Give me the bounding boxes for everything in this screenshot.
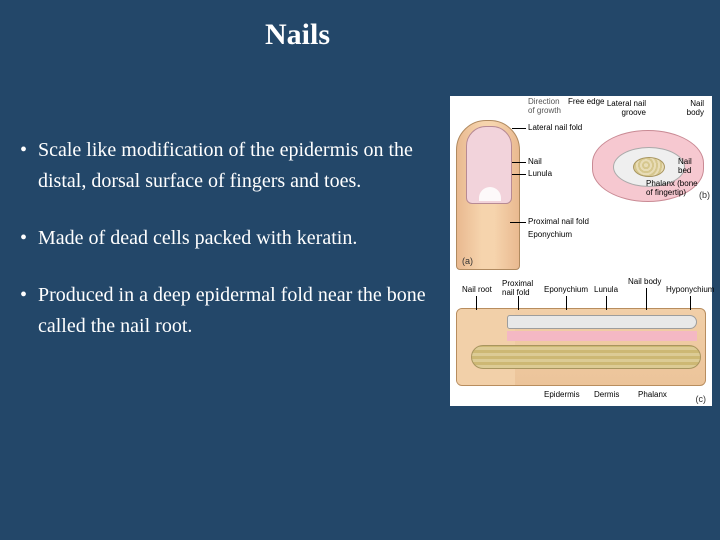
anatomy-figure: Direction of growth Free edge Lateral na… — [450, 96, 712, 406]
label-nail-bed: Nail bed — [678, 158, 704, 176]
label-phalanx-c: Phalanx — [638, 391, 667, 400]
leader-line — [518, 296, 519, 310]
nail-plate-top — [466, 126, 512, 204]
label-prox-fold-c: Proximal nail fold — [502, 280, 540, 298]
label-lateral-fold: Lateral nail fold — [528, 124, 582, 133]
panel-letter-b: (b) — [699, 190, 710, 200]
label-lat-groove: Lateral nail groove — [602, 100, 646, 118]
bullet-list: Scale like modification of the epidermis… — [20, 135, 440, 368]
label-hyponychium: Hyponychium — [666, 286, 714, 295]
label-free-edge: Free edge — [568, 98, 604, 107]
longsec-nail-bed — [507, 331, 697, 341]
bullet-item: Scale like modification of the epidermis… — [20, 135, 440, 197]
label-phalanx-b: Phalanx (bone of fingertip) — [646, 180, 704, 198]
slide-title: Nails — [265, 18, 330, 52]
leader-line — [512, 128, 526, 129]
leader-line — [606, 296, 607, 310]
label-epidermis: Epidermis — [544, 391, 580, 400]
leader-line — [512, 174, 526, 175]
label-nail-root: Nail root — [462, 286, 492, 295]
label-eponychium-c: Eponychium — [544, 286, 588, 295]
longsec-bone — [471, 345, 701, 369]
panel-letter-a: (a) — [462, 256, 473, 266]
label-eponychium-a: Eponychium — [528, 231, 572, 240]
leader-line — [690, 296, 691, 310]
bullet-item: Made of dead cells packed with keratin. — [20, 223, 440, 254]
leader-line — [646, 288, 647, 310]
label-proximal-fold: Proximal nail fold — [528, 218, 589, 227]
leader-line — [566, 296, 567, 310]
label-dermis: Dermis — [594, 391, 619, 400]
longsec-nail-body — [507, 315, 697, 329]
leader-line — [510, 222, 526, 223]
label-lunula-c: Lunula — [594, 286, 618, 295]
nail-longitudinal-section — [456, 308, 706, 386]
label-nail-body-c: Nail body — [628, 278, 661, 287]
label-nail: Nail — [528, 158, 542, 167]
panel-letter-c: (c) — [696, 394, 707, 404]
leader-line — [476, 296, 477, 310]
leader-line — [512, 162, 526, 163]
bullet-item: Produced in a deep epidermal fold near t… — [20, 280, 440, 342]
label-direction: Direction of growth — [528, 98, 566, 116]
xsec-phalanx — [633, 157, 665, 177]
label-lunula-a: Lunula — [528, 170, 552, 179]
label-nail-body-b: Nail body — [678, 100, 704, 118]
